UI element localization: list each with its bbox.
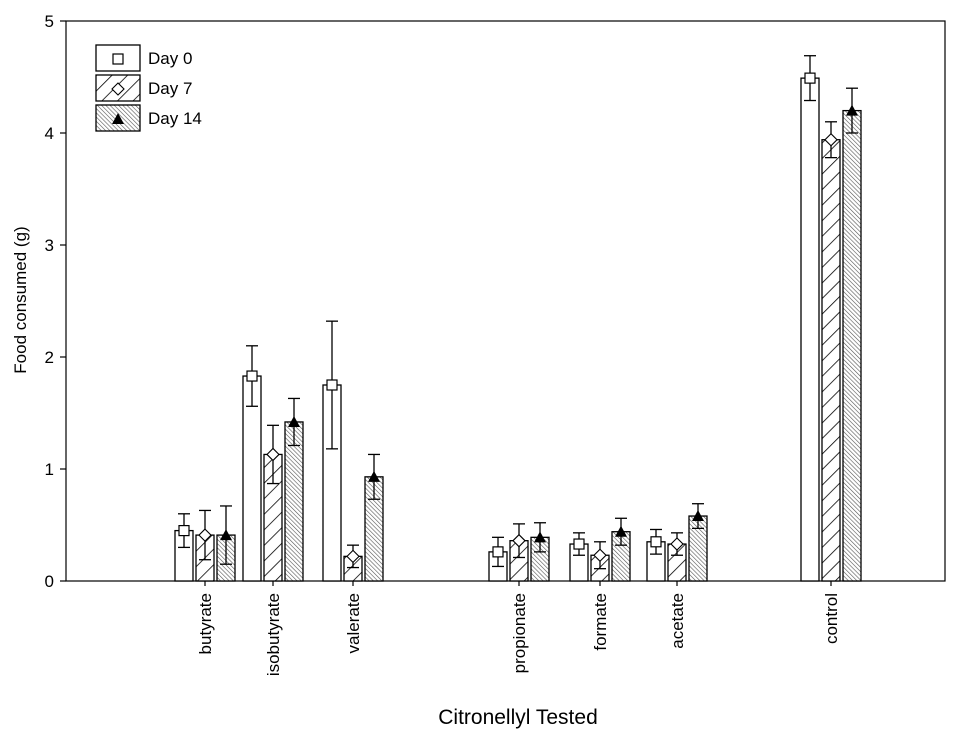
y-axis: 0 1 2 3 4 5 [45,12,66,591]
legend-entry-day-0: Day 0 [95,44,192,72]
marker-day-0 [178,524,190,537]
marker-day-14 [288,415,300,427]
marker-day-14 [368,470,380,482]
legend-label: Day 7 [148,79,192,98]
marker-day-0 [246,370,258,382]
bar-control-day-0 [800,77,820,582]
y-axis-label: Food consumed (g) [11,226,30,373]
x-tick-label-butyrate: butyrate [196,593,215,654]
marker-day-0 [573,538,585,550]
bar-group-control [800,55,862,582]
marker-day-7 [346,549,360,564]
bar-group-formate [569,517,631,582]
x-tick-label-propionate: propionate [510,593,529,673]
x-tick-label-formate: formate [591,593,610,651]
y-tick-label: 5 [45,12,54,31]
marker-day-7 [824,132,838,147]
legend-label: Day 14 [148,109,202,128]
bar-control-day-14 [842,109,862,582]
marker-day-0 [650,536,662,548]
y-tick-label: 4 [45,124,54,143]
x-tick-label-control: control [822,593,841,644]
x-tick-label-valerate: valerate [344,593,363,653]
marker-day-7 [512,533,526,548]
marker-day-14 [692,510,704,522]
legend-label: Day 0 [148,49,192,68]
bar-control-day-7 [821,139,841,582]
x-tick-label-isobutyrate: isobutyrate [264,593,283,676]
marker-day-0 [804,72,816,84]
bar-group-acetate [646,503,708,582]
y-tick-label: 1 [45,460,54,479]
bars [174,55,862,582]
y-tick-label: 2 [45,348,54,367]
marker-day-14 [615,525,627,537]
marker-day-14 [220,529,232,541]
legend-entry-day-7: Day 7 [95,74,192,102]
bar-group-propionate [488,522,550,582]
marker-day-7 [670,537,684,551]
x-axis: butyrate isobutyrate valerate propionate for… [196,581,841,676]
marker-day-14 [534,531,546,543]
marker-day-0 [326,379,338,391]
marker-day-14 [112,113,124,124]
marker-day-0 [492,546,504,558]
marker-day-7 [593,548,607,563]
bar-group-butyrate [174,505,236,582]
y-tick-label: 3 [45,236,54,255]
marker-day-7 [198,528,212,542]
marker-day-7 [111,82,125,96]
legend-entry-day-14: Day 14 [95,104,202,132]
marker-day-14 [846,104,858,116]
y-tick-label: 0 [45,572,54,591]
legend: Day 0 Day 7 Day 14 [95,44,202,132]
x-tick-label-acetate: acetate [668,593,687,649]
bar-group-valerate [322,320,384,582]
marker-day-7 [266,447,280,462]
bar-group-isobutyrate [242,345,304,582]
marker-day-0 [112,53,124,65]
x-axis-label: Citronellyl Tested [438,706,598,729]
